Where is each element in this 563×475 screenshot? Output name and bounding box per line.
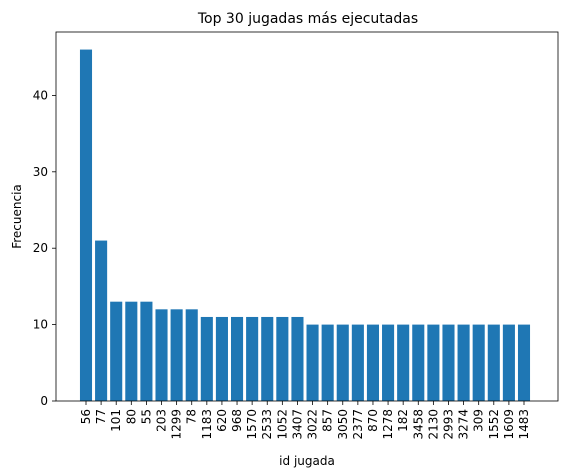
bar-101 [110, 301, 123, 401]
bar-857 [321, 324, 334, 401]
x-tick-label: 56 [79, 409, 93, 424]
bar-968 [230, 316, 244, 401]
x-tick-label: 2130 [426, 409, 440, 440]
x-tick-label: 2377 [351, 409, 365, 440]
x-tick-label: 101 [109, 409, 123, 432]
bar-870 [366, 324, 380, 401]
bar-2993 [442, 324, 455, 401]
bar-1278 [382, 324, 395, 401]
bar-1570 [246, 316, 259, 401]
bar-56 [79, 49, 93, 401]
bars-layer [79, 49, 531, 401]
bar-3458 [412, 324, 425, 401]
x-tick-label: 1183 [200, 409, 214, 440]
y-tick-label: 40 [33, 88, 48, 102]
y-axis-title: Frecuencia [10, 184, 24, 249]
bar-1052 [276, 316, 289, 401]
x-tick-label: 55 [139, 409, 153, 424]
bar-78 [185, 309, 198, 401]
x-axis-ticks: 56 77 101 80 55 203 1299 78 1183 620 968 1570 2533 10… [79, 401, 531, 440]
x-tick-label: 1278 [381, 409, 395, 440]
x-tick-label: 2533 [260, 409, 274, 440]
chart-title: Top 30 jugadas más ejecutadas [197, 11, 418, 27]
x-tick-label: 77 [94, 409, 108, 424]
bar-1609 [502, 324, 515, 401]
x-tick-label: 3458 [411, 409, 425, 440]
y-tick-label: 30 [33, 165, 48, 179]
bar-3050 [336, 324, 349, 401]
bar-3022 [306, 324, 319, 401]
x-tick-label: 857 [321, 409, 335, 432]
x-tick-label: 1299 [170, 409, 184, 440]
x-axis-title: id jugada [279, 454, 335, 468]
x-tick-label: 80 [124, 409, 138, 424]
x-tick-label: 1052 [275, 409, 289, 440]
x-tick-label: 203 [155, 409, 169, 432]
x-tick-label: 3022 [306, 409, 320, 440]
bar-2533 [261, 316, 274, 401]
y-tick-label: 0 [40, 394, 48, 408]
x-tick-label: 968 [230, 409, 244, 432]
plot-frame [55, 31, 559, 402]
y-tick-label: 10 [33, 318, 48, 332]
x-tick-label: 870 [366, 409, 380, 432]
bar-620 [215, 316, 228, 401]
x-tick-label: 2993 [441, 409, 455, 440]
x-tick-label: 182 [396, 409, 410, 432]
y-axis-ticks: 0 10 20 30 40 [33, 88, 56, 408]
x-tick-label: 3050 [336, 409, 350, 440]
x-tick-label: 1570 [245, 409, 259, 440]
bar-309 [472, 324, 485, 401]
x-tick-label: 1552 [487, 409, 501, 440]
bar-77 [95, 240, 108, 401]
bar-80 [125, 301, 138, 401]
bar-1552 [487, 324, 500, 401]
x-tick-label: 3407 [290, 409, 304, 440]
bar-3407 [291, 316, 304, 401]
bar-182 [397, 324, 410, 401]
x-tick-label: 1609 [502, 409, 516, 440]
x-tick-label: 620 [215, 409, 229, 432]
x-tick-label: 1483 [517, 409, 531, 440]
bar-203 [155, 309, 168, 401]
bar-55 [140, 301, 153, 401]
bar-2377 [351, 324, 364, 401]
bar-1299 [170, 309, 183, 401]
x-tick-label: 309 [472, 409, 486, 432]
bar-3274 [457, 324, 470, 401]
bar-1183 [200, 316, 213, 401]
bar-1483 [517, 324, 531, 401]
bar-2130 [427, 324, 440, 401]
y-tick-label: 20 [33, 241, 48, 255]
x-tick-label: 78 [185, 409, 199, 424]
x-tick-label: 3274 [457, 409, 471, 440]
